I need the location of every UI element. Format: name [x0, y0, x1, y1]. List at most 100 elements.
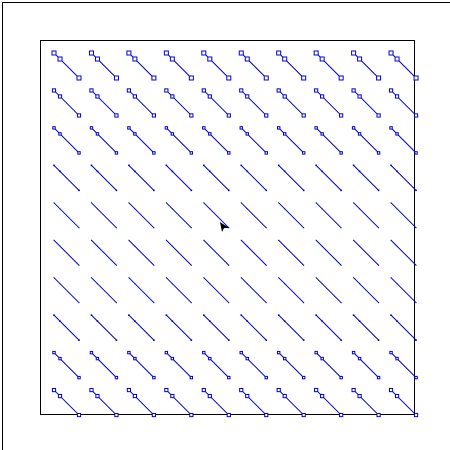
field-marker: [303, 227, 305, 229]
field-marker: [52, 350, 56, 355]
field-marker: [340, 189, 342, 192]
field-marker: [239, 88, 244, 93]
field-marker: [246, 283, 248, 285]
field-marker: [59, 320, 61, 322]
field-marker: [153, 302, 155, 304]
field-segment: [315, 239, 342, 266]
field-marker: [190, 264, 192, 266]
field-marker: [96, 320, 99, 322]
field-segment: [278, 202, 305, 229]
field-marker: [240, 239, 242, 241]
field-marker: [282, 94, 287, 99]
field-marker: [114, 375, 119, 380]
field-segment: [353, 314, 379, 341]
field-marker: [227, 375, 231, 380]
field-marker: [57, 56, 63, 62]
field-marker: [95, 94, 100, 99]
field-segment: [165, 277, 192, 304]
field-marker: [314, 350, 318, 355]
field-marker: [338, 75, 344, 81]
field-segment: [128, 164, 155, 191]
field-marker: [283, 170, 286, 173]
field-marker: [357, 56, 363, 62]
field-marker: [190, 227, 192, 229]
field-marker: [246, 245, 248, 247]
field-marker: [169, 56, 175, 62]
field-marker: [59, 170, 61, 173]
field-marker: [228, 339, 230, 341]
field-marker: [339, 151, 343, 155]
field-segment: [240, 202, 267, 229]
field-marker: [153, 264, 155, 266]
field-marker: [51, 88, 57, 93]
field-marker: [390, 202, 392, 204]
field-marker: [265, 302, 267, 304]
field-marker: [209, 320, 211, 322]
field-marker: [51, 50, 57, 56]
field-marker: [189, 375, 194, 380]
field-marker: [165, 239, 167, 241]
field-marker: [376, 113, 381, 118]
field-marker: [203, 202, 205, 204]
field-marker: [171, 320, 174, 322]
field-marker: [57, 94, 63, 99]
field-marker: [414, 375, 418, 380]
field-segment: [91, 127, 117, 154]
field-marker: [51, 387, 57, 393]
field-marker: [388, 50, 394, 56]
field-marker: [165, 314, 168, 316]
field-marker: [320, 393, 325, 399]
field-marker: [353, 202, 355, 204]
field-marker: [95, 356, 100, 361]
field-marker: [164, 88, 169, 93]
field-marker: [58, 356, 62, 361]
field-marker: [352, 314, 355, 316]
field-segment: [53, 239, 80, 266]
field-segment: [128, 239, 155, 266]
field-marker: [53, 314, 55, 316]
field-marker: [340, 264, 342, 266]
field-marker: [390, 314, 392, 316]
field-marker: [320, 132, 324, 136]
field-marker: [188, 75, 194, 81]
field-marker: [394, 94, 400, 99]
field-segment: [165, 239, 192, 266]
field-marker: [276, 387, 281, 393]
field-segment: [128, 352, 155, 378]
field-marker: [302, 339, 305, 341]
field-marker: [283, 356, 287, 361]
field-segment: [165, 352, 192, 378]
field-marker: [351, 350, 356, 355]
field-marker: [276, 88, 281, 93]
field-marker: [314, 387, 319, 393]
field-marker: [390, 239, 392, 241]
field-segment: [278, 127, 305, 154]
field-marker: [114, 412, 119, 418]
field-segment: [315, 314, 342, 341]
field-marker: [115, 264, 117, 266]
field-segment: [203, 127, 230, 154]
field-marker: [320, 356, 324, 361]
field-marker: [277, 350, 281, 355]
field-marker: [396, 245, 398, 247]
field-marker: [228, 264, 230, 266]
field-segment: [390, 127, 417, 154]
field-marker: [227, 151, 231, 155]
field-segment: [203, 164, 230, 191]
field-marker: [76, 113, 82, 118]
field-segment: [390, 314, 417, 341]
field-segment: [165, 202, 192, 229]
field-marker: [171, 245, 173, 247]
field-segment: [353, 239, 379, 266]
field-segment: [278, 239, 305, 266]
field-marker: [278, 202, 280, 204]
field-marker: [245, 393, 250, 399]
field-segment: [91, 202, 117, 229]
field-marker: [246, 208, 248, 210]
field-marker: [170, 132, 175, 136]
field-marker: [77, 375, 81, 380]
field-marker: [351, 387, 356, 393]
field-segment: [315, 352, 342, 378]
field-marker: [378, 302, 380, 304]
field-marker: [394, 393, 400, 399]
